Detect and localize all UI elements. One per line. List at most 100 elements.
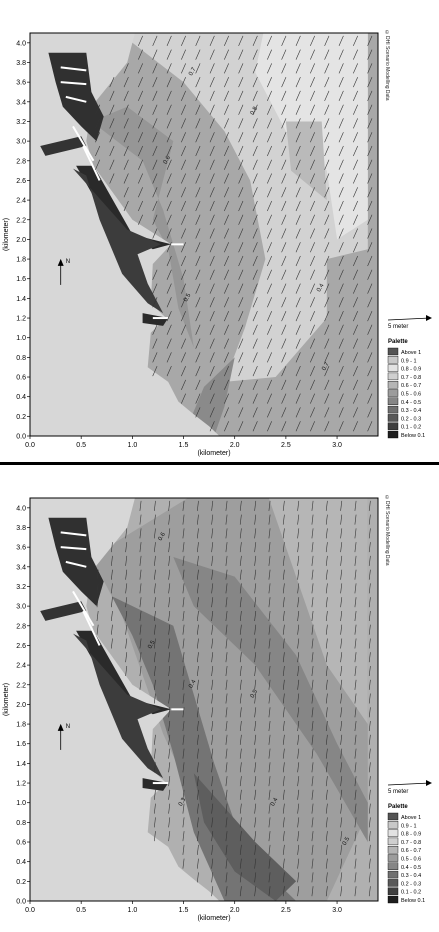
vector-arrow [154,817,156,828]
legend-swatch [387,829,399,837]
vector-arrow [182,638,185,649]
vector-arrow [154,500,156,511]
vector-arrow [354,886,357,897]
vector-arrow [197,528,199,539]
vector-arrow [166,269,172,280]
legend-label: 0.2 - 0.3 [401,416,421,422]
vector-arrow [209,200,215,212]
vector-arrow [111,597,113,608]
vector-arrow [338,228,344,239]
vector-arrow [354,872,357,883]
vector-arrow [368,624,371,635]
vector-arrow [239,542,242,553]
vector-arrow [267,173,272,184]
vector-arrow [297,500,300,511]
vector-arrow [295,269,301,280]
vector-arrow [225,748,228,759]
vector-arrow [252,63,258,74]
chart-panel-bottom: 0.6 0.5 0.4 0.5 0.3 0.4 0.5 0.0 0.2 0.4 0.6 0.8 1.0 1… [0,465,439,927]
vector-arrow [211,638,214,649]
vector-arrow [310,365,315,377]
vector-arrow [340,542,343,553]
vector-arrow [252,35,258,47]
vector-arrow [166,187,172,198]
vector-arrow [324,118,330,129]
vector-arrow [354,858,357,869]
vector-arrow [195,159,201,170]
vector-arrow [239,500,242,511]
vector-arrow [254,844,257,855]
vector-arrow [325,762,328,773]
vector-arrow [267,283,272,294]
vector-arrow [268,610,271,622]
vector-arrow [138,63,143,74]
vector-arrow [238,49,244,60]
vector-arrow [154,789,156,800]
vector-arrow [168,734,171,745]
vector-arrow [197,555,199,566]
vector-arrow [354,583,357,594]
vector-arrow [209,35,215,47]
vector-arrow [96,597,99,608]
vector-arrow [311,844,314,855]
vector-arrow [211,734,214,745]
vector-arrow [96,624,99,635]
vector-arrow [182,500,185,511]
vector-arrow [311,720,314,732]
vector-arrow [353,76,358,88]
legend-label: 0.4 - 0.5 [401,865,421,871]
vector-arrow [238,63,244,74]
vector-arrow [268,665,271,677]
vector-arrow [282,569,285,580]
vector-arrow [197,720,199,732]
vector-arrow [182,528,185,539]
contour-label: 0.5 [250,688,260,699]
vector-arrow [197,679,199,690]
vector-arrow [181,338,186,349]
vector-arrow [368,514,371,525]
vector-arrow [281,49,287,60]
vector-arrow [111,583,113,594]
vector-arrow [181,118,186,129]
vector-arrow [282,583,285,594]
copyright-text-top: ©DHI Scenario Modelling Data [384,30,390,101]
vector-arrow [310,310,315,322]
vector-arrow [367,365,373,377]
vector-arrow [268,762,271,773]
vector-arrow [368,734,371,745]
vector-field [96,500,371,897]
vector-arrow [281,407,287,418]
vector-arrow [367,379,373,391]
vector-arrow [95,159,101,170]
vector-arrow [268,789,271,800]
vector-arrow [368,762,371,773]
vector-arrow [311,734,314,745]
vector-arrow [154,665,156,677]
y-tick-label: 3.2 [16,584,26,591]
vector-arrow [239,665,242,677]
vector-arrow [195,145,201,157]
vector-arrow [197,610,199,622]
vector-arrow [338,283,344,294]
legend-swatch [387,397,399,405]
vector-arrow [353,200,358,212]
vector-arrow [181,90,186,102]
north-arrow-icon [57,723,64,731]
vector-arrow [338,338,344,349]
vector-arrow [182,665,185,677]
vector-arrow [254,817,257,828]
vector-arrow [181,242,186,253]
legend-swatch [387,430,399,439]
chart-svg-top: 0.7 0.6 0.5 0.8 0.4 0.7 0.0 0.2 0.4 0.6 0.8 1.0 1.2 1… [3,32,432,457]
vector-arrow [238,269,244,280]
vector-arrow [268,555,271,566]
vector-arrow [125,542,128,553]
legend-title: Palette [388,804,408,810]
vector-arrow [368,720,371,732]
vector-arrow [368,748,371,759]
vector-arrow [224,242,229,253]
vector-arrow [224,310,229,322]
vector-arrow [168,555,171,566]
vector-arrow [224,393,229,404]
vector-arrow [252,76,258,88]
